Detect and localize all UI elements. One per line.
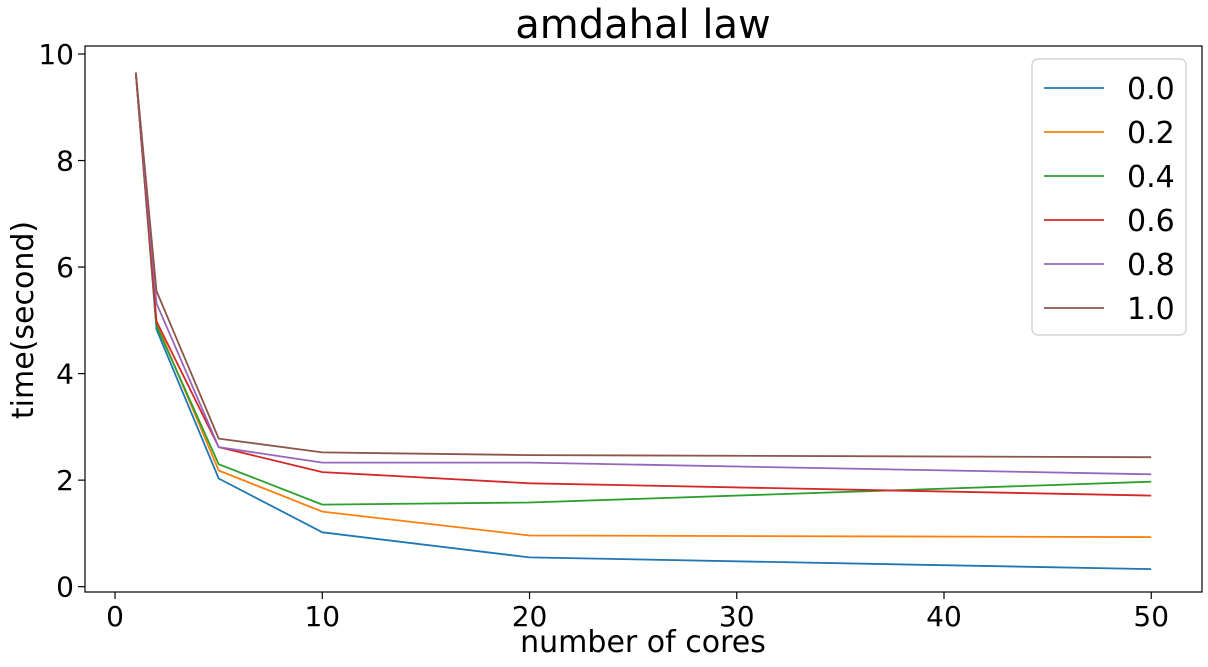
- series-line-5: [134, 72, 1152, 459]
- legend-label-2: 0.4: [1127, 160, 1175, 195]
- y-tick-label-2: 4: [56, 358, 74, 391]
- y-tick-label-3: 6: [56, 251, 74, 284]
- legend-label-5: 1.0: [1127, 292, 1175, 327]
- legend-box: [1031, 58, 1187, 336]
- x-axis: 0 10 20 30 40 50: [106, 592, 1169, 633]
- series-line-3: [134, 72, 1152, 497]
- y-tick-label-5: 10: [38, 38, 74, 71]
- x-tick-label-4: 40: [926, 600, 962, 633]
- x-tick-label-1: 10: [304, 600, 340, 633]
- series-line-0: [134, 72, 1152, 570]
- legend: 0.0 0.2 0.4 0.6 0.8 1.0: [1031, 58, 1187, 336]
- legend-label-0: 0.0: [1127, 72, 1175, 107]
- legend-label-1: 0.2: [1127, 116, 1175, 151]
- plot-frame: [84, 45, 1203, 593]
- x-tick-label-2: 20: [512, 600, 548, 633]
- y-tick-label-0: 0: [56, 571, 74, 604]
- x-tick-label-5: 50: [1133, 600, 1169, 633]
- legend-label-4: 0.8: [1127, 248, 1175, 283]
- y-axis: 0 2 4 6 8 10: [38, 38, 85, 604]
- y-tick-label-4: 8: [56, 145, 74, 178]
- x-tick-label-3: 30: [719, 600, 755, 633]
- series-line-4: [134, 72, 1152, 476]
- y-axis-title: time(second): [6, 221, 41, 419]
- series-layer: [134, 72, 1152, 570]
- chart-title: amdahal law: [515, 2, 770, 48]
- series-line-1: [134, 72, 1152, 538]
- legend-label-3: 0.6: [1127, 204, 1175, 239]
- x-axis-title: number of cores: [520, 625, 766, 660]
- y-tick-label-1: 2: [56, 464, 74, 497]
- series-line-2: [134, 72, 1152, 506]
- x-tick-label-0: 0: [106, 600, 124, 633]
